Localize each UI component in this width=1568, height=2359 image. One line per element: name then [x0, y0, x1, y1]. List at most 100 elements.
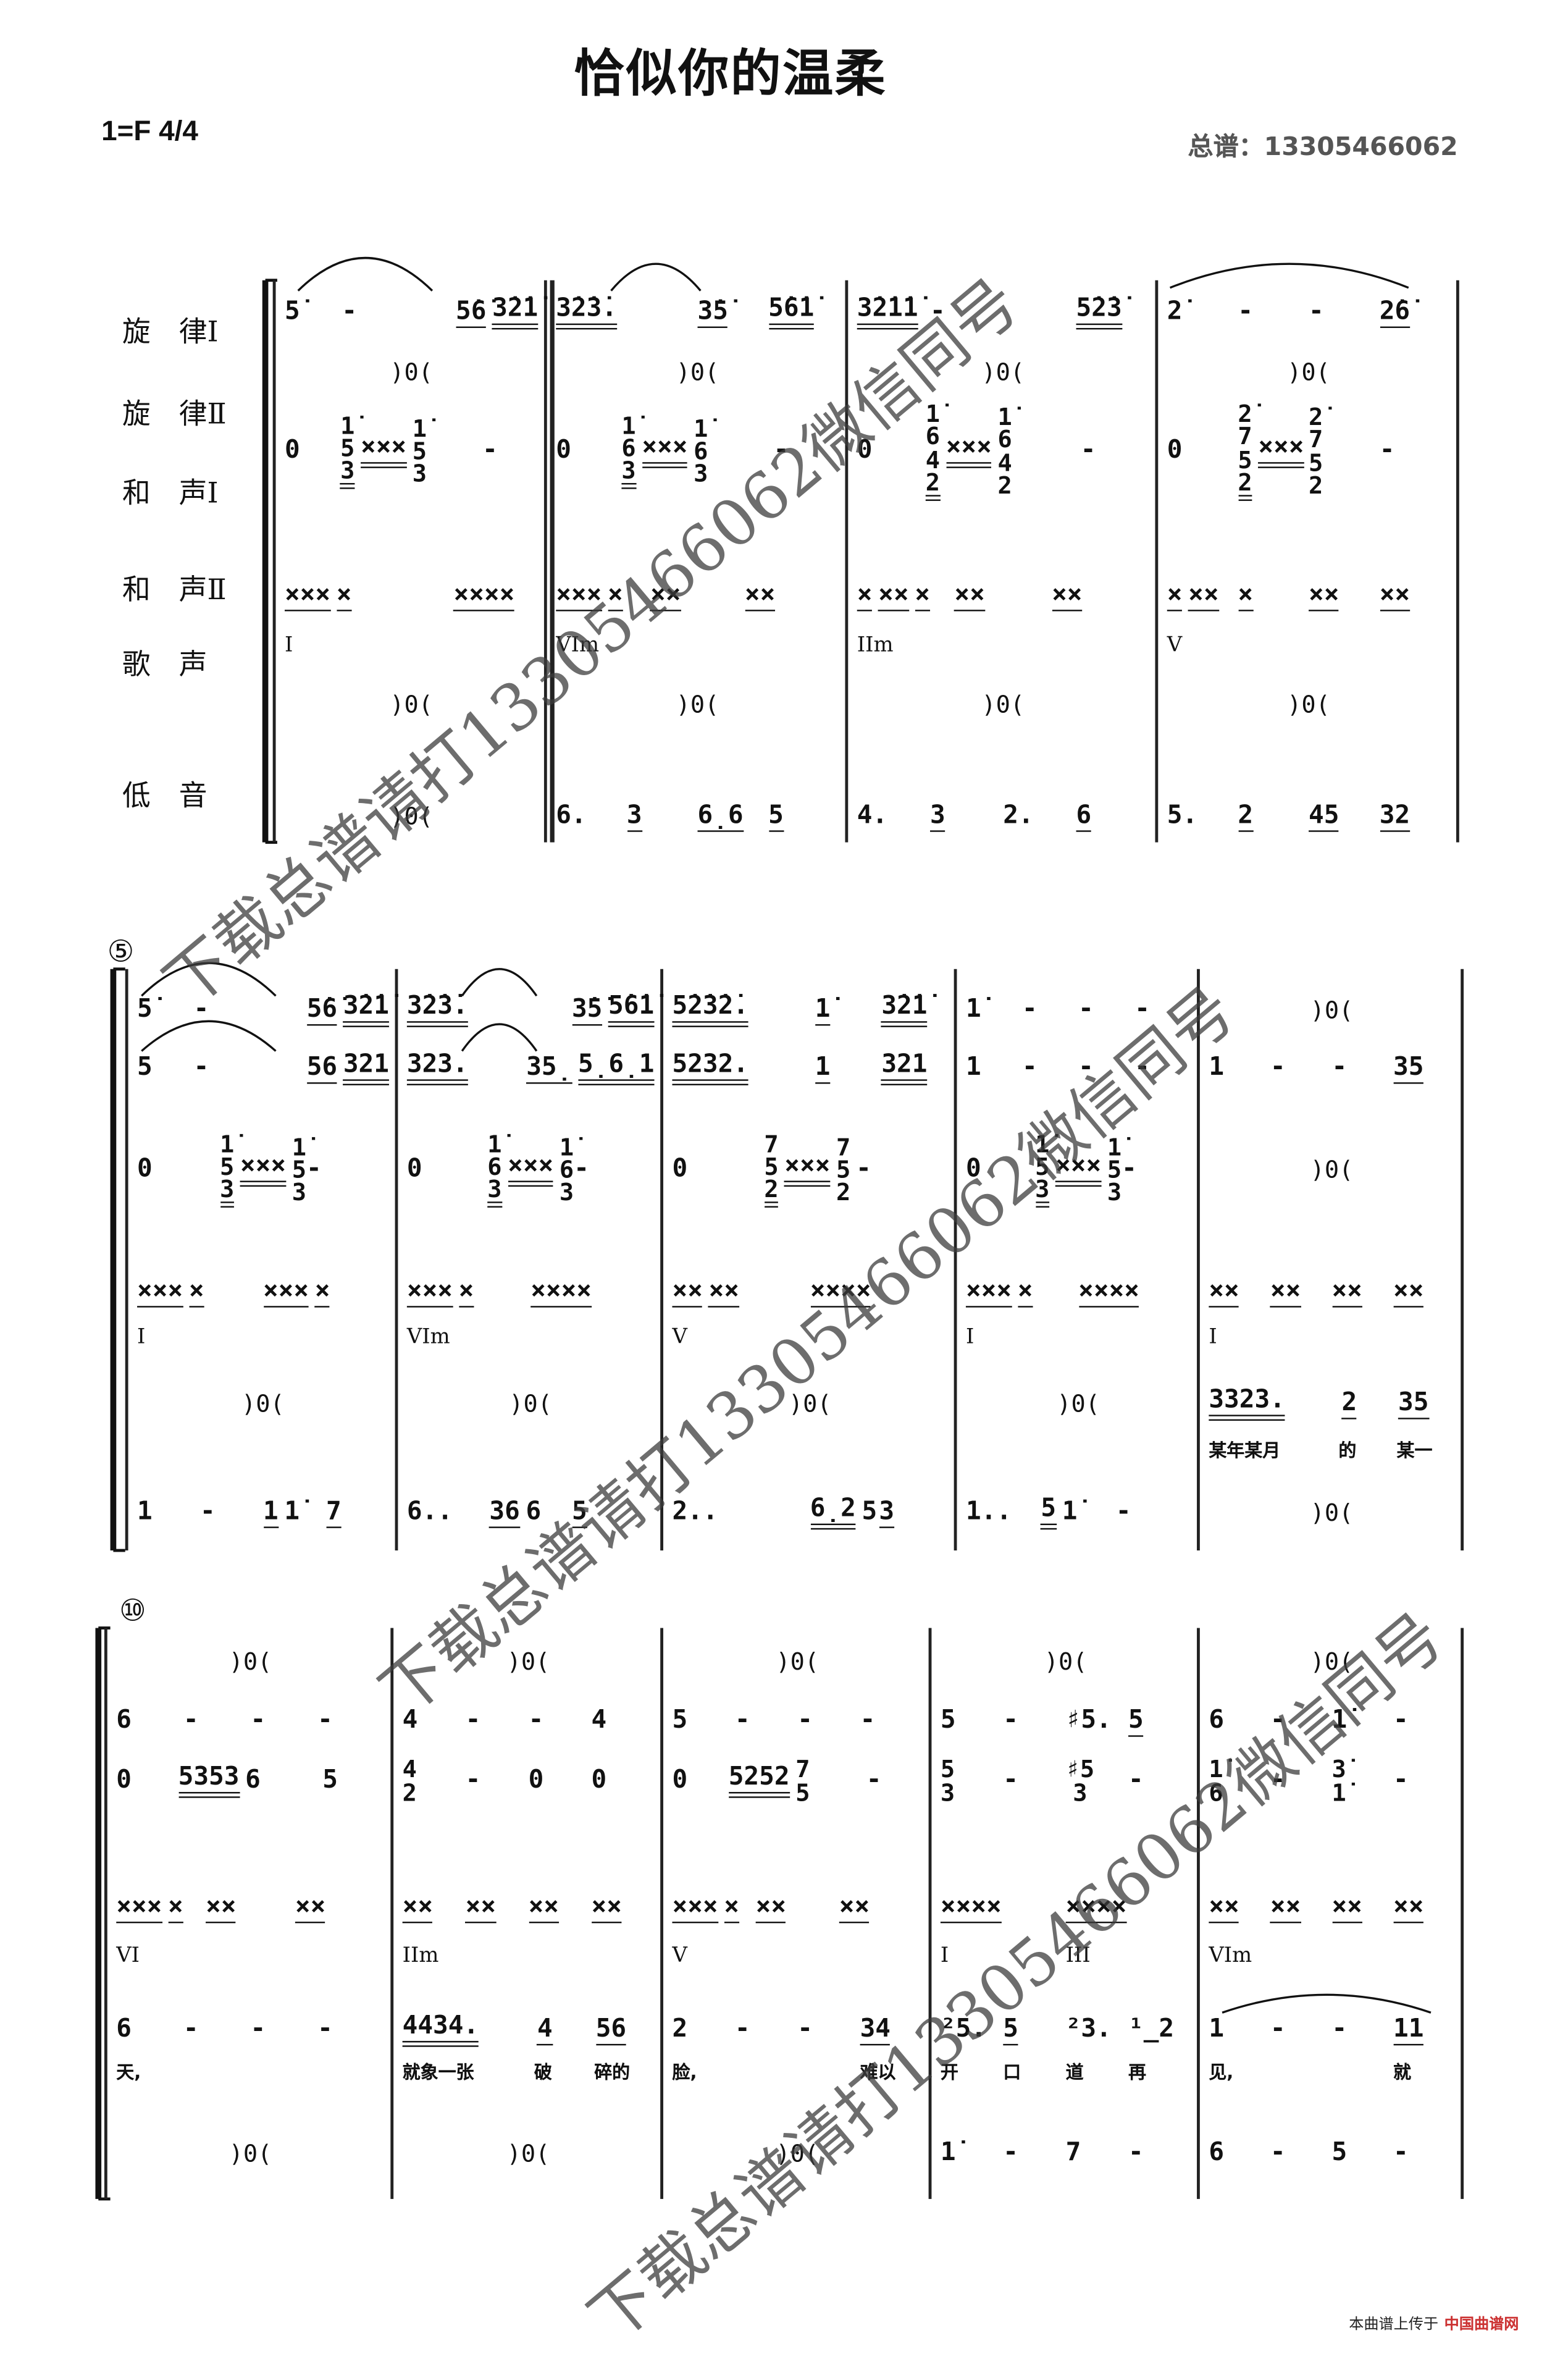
lyric: 碎的 — [594, 2061, 631, 2082]
beat: - — [1270, 2140, 1332, 2168]
note-group: ××× — [360, 435, 407, 468]
stacked-note: 3 — [1035, 1175, 1050, 1203]
beat: )0( — [1291, 1157, 1373, 1183]
stacked-note: 3 — [559, 1177, 574, 1206]
note-group: 5 — [940, 1705, 956, 1736]
beat: 5̇2̇3̇2̇. — [672, 994, 749, 1027]
beat: 6 — [116, 1708, 183, 1735]
note-group: ××× — [965, 1277, 1012, 1307]
note-group: 5 — [137, 1052, 153, 1083]
rest-symbol: )0( — [1310, 995, 1354, 1024]
note-group: 2 — [672, 2014, 688, 2044]
note-group: 5̇2̇3̇ — [1076, 296, 1122, 330]
beat: )0( — [1291, 1649, 1373, 1675]
rest-symbol: )0( — [390, 689, 434, 718]
note-group: 0 — [965, 1154, 981, 1184]
note-group: ×××× — [810, 1277, 871, 1307]
beat: 5 — [137, 1052, 194, 1083]
rest-symbol: )0( — [788, 1389, 832, 1418]
note-group: ²5. — [940, 2014, 987, 2044]
stacked-note: 3̇ — [1331, 1755, 1346, 1784]
note-group: - — [1121, 1154, 1137, 1184]
beat: 1.. — [966, 1499, 1041, 1526]
barline — [104, 1628, 107, 2199]
note-group: ×× — [1188, 581, 1219, 611]
note-group: 1̇ 6 4 2 — [997, 405, 1012, 499]
beat: ×× — [1393, 1893, 1455, 1923]
note-group: 3̇5̇ — [571, 996, 603, 1025]
rest-symbol: )0( — [981, 357, 1025, 385]
measure-row-lyr: 天, — [116, 2051, 384, 2093]
beat: - — [194, 996, 251, 1024]
rest-symbol: )0( — [1057, 1389, 1101, 1418]
stacked-note: 3 — [291, 1177, 306, 1206]
chord-name: I — [965, 1324, 975, 1349]
measure-marker-5: ⑤ — [107, 933, 135, 969]
beat: 1 — [815, 1054, 882, 1083]
note-group: ×××× — [940, 1893, 1002, 1923]
part-label-harmony-1: 和 声Ⅰ — [122, 477, 219, 510]
stacked-note: ♯5 — [1065, 1755, 1095, 1784]
beat: 1 — [1209, 1055, 1270, 1082]
beat: 脸, — [672, 2063, 734, 2082]
beat: - — [1078, 1055, 1134, 1082]
stacked-note: 6 — [487, 1152, 502, 1181]
beat: 2̇6̇ — [1379, 298, 1451, 327]
lyric: 天, — [116, 2061, 141, 2082]
note-group: 2 — [1341, 1389, 1357, 1419]
measure-row-mel2: )0( — [1167, 352, 1451, 394]
beat: 0 — [965, 1154, 1035, 1184]
measure-row-harm1: 5 3- ♯5 3- — [941, 1737, 1191, 1827]
beat: 3̇ 1̇ — [1331, 1755, 1393, 1805]
rest-symbol: )0( — [390, 357, 434, 385]
beat: 5 — [672, 1708, 734, 1735]
stacked-note: 2 — [997, 470, 1012, 499]
note-group: ××× — [556, 581, 602, 611]
lyric: 难以 — [860, 2061, 896, 2082]
measure-row-voc: )0( — [857, 684, 1149, 726]
barline — [1197, 969, 1199, 1551]
chord-stack: 1̇ 6 3 — [487, 1132, 502, 1201]
bracket-cap — [113, 1549, 125, 1552]
measure-row-harm2: ×××××××× — [1167, 576, 1451, 618]
beat: 3̇5̇ — [697, 298, 769, 327]
note-group: ×× — [1331, 1893, 1362, 1923]
beat: )0( — [1291, 1500, 1373, 1526]
stacked-note: 1̇ — [1107, 1132, 1122, 1161]
beat: 7 — [325, 1499, 389, 1528]
beat: - — [317, 1708, 385, 1735]
measure-row-harm2: ×××××××× — [1209, 1272, 1454, 1314]
beat: 4 — [537, 2016, 596, 2045]
measure-row-harm2: ×××××××× — [672, 1272, 947, 1314]
stacked-note: 6 — [559, 1155, 574, 1184]
beat: )0( — [1041, 1389, 1115, 1418]
chord-name: V — [1167, 633, 1183, 657]
note-group: × — [336, 581, 352, 611]
beat: ×××× — [857, 581, 955, 611]
note-group: 5̇6̇ — [306, 996, 338, 1025]
note-group: ××× — [945, 435, 992, 468]
note-group: - — [1003, 2137, 1019, 2168]
measure-row-harm1: 0 1̇ 5 3 ××× 1̇ 5 3- — [137, 1125, 389, 1215]
beat: ×× — [1393, 1277, 1455, 1307]
measure-row-harm1: 0 5252 7 5 - — [672, 1737, 922, 1827]
chord-name: I — [137, 1324, 146, 1349]
beat: ×××× — [672, 1277, 810, 1307]
beat: III — [1066, 1945, 1191, 1967]
key-signature: 1=F 4/4 — [101, 116, 198, 148]
site-logo: 中国曲谱网 — [1444, 2316, 1519, 2334]
stacked-note: 4 — [402, 1755, 417, 1784]
beat: - — [342, 299, 398, 326]
beat: - — [1270, 1767, 1332, 1794]
measure-row-voc: )0( — [556, 684, 839, 726]
note-group: - — [1238, 296, 1254, 327]
beat: ×××× — [453, 581, 539, 611]
beat: )0( — [369, 360, 454, 385]
beat: - — [317, 2016, 385, 2043]
measure-row-lyr: 某年某月 的 某一 — [1209, 1430, 1454, 1472]
note-group: - — [773, 435, 789, 466]
note-group: 321 — [343, 1052, 389, 1086]
note-group: 1̇ — [940, 2137, 956, 2168]
barline — [272, 280, 275, 843]
note-group: ××× — [406, 1277, 453, 1307]
